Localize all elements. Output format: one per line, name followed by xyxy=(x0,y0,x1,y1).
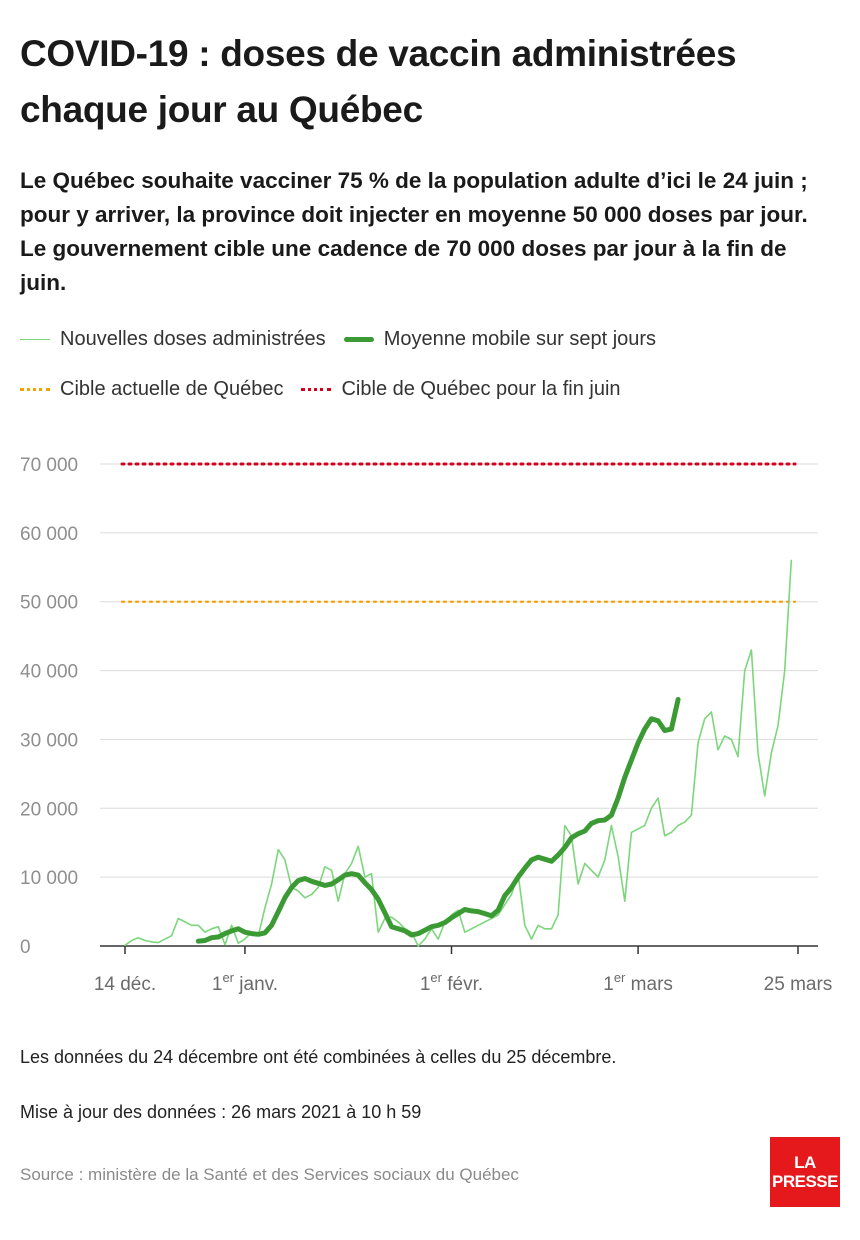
logo-line-2: PRESSE xyxy=(772,1172,838,1191)
legend-item-daily: Nouvelles doses administrées xyxy=(20,328,326,351)
legend-row-1: Nouvelles doses administrées Moyenne mob… xyxy=(20,324,674,354)
legend-item-target-current: Cible actuelle de Québec xyxy=(20,378,283,401)
x-tick-label: 25 mars xyxy=(764,974,833,995)
note-update-time: Mise à jour des données : 26 mars 2021 à… xyxy=(20,1102,422,1122)
x-tick-label: 1er janv. xyxy=(212,970,278,995)
legend-item-avg: Moyenne mobile sur sept jours xyxy=(343,327,657,351)
note-combined-data: Les données du 24 décembre ont été combi… xyxy=(20,1047,617,1067)
y-tick-label: 50 000 xyxy=(20,593,78,614)
legend-swatch-target-current xyxy=(20,387,50,391)
legend-label-daily: Nouvelles doses administrées xyxy=(60,327,326,350)
y-tick-label: 0 xyxy=(20,937,31,958)
legend-swatch-avg xyxy=(343,336,374,342)
moving-average-line-points xyxy=(198,699,679,942)
y-tick-label: 70 000 xyxy=(20,455,78,476)
y-tick-label: 30 000 xyxy=(20,730,78,751)
legend-label-target-june: Cible de Québec pour la fin juin xyxy=(341,377,621,400)
y-tick-label: 60 000 xyxy=(20,524,78,545)
vaccine-doses-chart: 0 10 000 20 000 30 000 40 000 50 000 60 000 70 … xyxy=(20,455,833,995)
legend-label-avg: Moyenne mobile sur sept jours xyxy=(383,327,657,350)
y-tick-label: 40 000 xyxy=(20,662,78,683)
y-tick-label: 20 000 xyxy=(20,799,78,820)
x-tick-label: 1er févr. xyxy=(420,970,483,995)
chart-subtitle: Le Québec souhaite vacciner 75 % de la p… xyxy=(20,168,808,295)
logo-line-1: LA xyxy=(794,1153,816,1172)
daily-doses-line xyxy=(124,559,793,947)
legend-label-target-current: Cible actuelle de Québec xyxy=(60,377,284,400)
la-presse-logo: LA PRESSE xyxy=(770,1137,840,1207)
x-tick-label: 1er mars xyxy=(603,970,673,995)
y-tick-label: 10 000 xyxy=(20,868,78,889)
legend-row-2: Cible actuelle de Québec Cible de Québec… xyxy=(20,374,639,404)
legend-swatch-target-june xyxy=(301,387,332,391)
chart-title: COVID-19 : doses de vaccin administrées … xyxy=(20,33,737,130)
moving-average-line xyxy=(195,697,681,944)
legend-item-target-june: Cible de Québec pour la fin juin xyxy=(301,377,621,401)
legend-swatch-daily xyxy=(20,338,50,340)
x-tick-label: 14 déc. xyxy=(94,974,156,995)
daily-doses-line-points xyxy=(124,560,792,947)
source-note: Source : ministère de la Santé et des Se… xyxy=(20,1165,519,1184)
